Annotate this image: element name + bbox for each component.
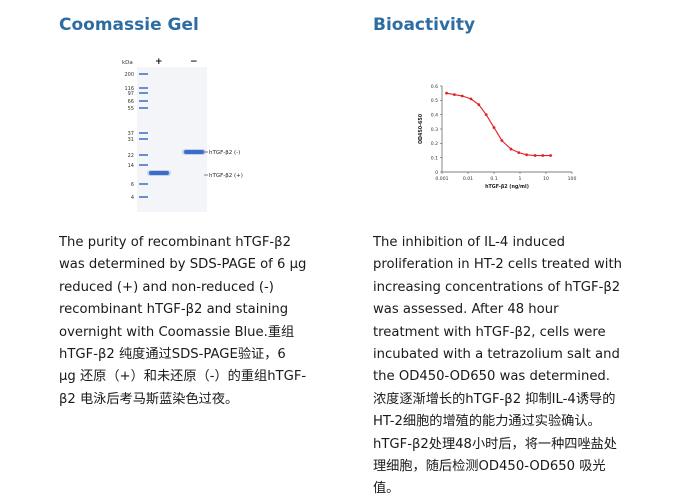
gel-band-minus: [184, 150, 204, 154]
chart-x-axis-label: hTGF-β2 (ng/ml): [485, 184, 529, 190]
chart-x-tick-label: 0.001: [435, 176, 448, 182]
gel-description-line: The purity of recombinant hTGF-β2: [59, 235, 291, 250]
chart-data-point: [500, 139, 504, 142]
gel-marker-label: 4: [131, 195, 134, 201]
gel-marker-label: 116: [124, 86, 134, 92]
gel-lane-minus-label: −: [190, 57, 198, 67]
chart-x-tick-label: 10: [543, 176, 549, 182]
bioactivity-description-line: 理细胞，随后检测OD450-OD650 吸光: [373, 459, 606, 475]
gel-marker-label: 37: [128, 131, 134, 137]
chart-y-tick-label: 0.1: [431, 155, 438, 161]
gel-description: The purity of recombinant hTGF-β2 was det…: [59, 232, 345, 411]
chart-x-tick-label: 1: [519, 176, 522, 182]
gel-marker-label: 6: [131, 182, 134, 188]
chart-data-point: [453, 93, 456, 96]
chart-data-point: [469, 97, 473, 101]
chart-y-tick-label: 0.6: [431, 84, 438, 90]
gel-marker-band: [139, 138, 148, 140]
chart-data-point: [541, 154, 545, 157]
chart-data-point: [525, 153, 529, 157]
gel-band-plus-label: hTGF-β2 (+): [209, 173, 243, 179]
chart-y-tick-label: 0.3: [431, 127, 438, 133]
bioactivity-description-line: hTGF-β2处理48小时后，将一种四唑盐处: [373, 436, 617, 452]
chart-data-point: [492, 126, 496, 129]
chart-y-tick-label: 0.2: [431, 141, 438, 147]
bioactivity-description-line: HT-2细胞的增殖的能力通过实验确认。: [373, 414, 601, 430]
gel-band-minus-label: hTGF-β2 (-): [209, 150, 240, 156]
gel-description-line: recombinant hTGF-β2 and staining: [59, 302, 289, 318]
bioactivity-description-line: the OD450-OD650 was determined.: [373, 369, 610, 385]
gel-marker-band: [139, 100, 148, 102]
gel-lane-plus-label: +: [155, 57, 163, 67]
chart-data-point: [484, 113, 488, 117]
gel-marker-band: [139, 73, 148, 75]
gel-marker-band: [139, 107, 148, 109]
bioactivity-description-line: incubated with a tetrazolium salt and: [373, 347, 620, 363]
chart-data-point: [533, 154, 537, 157]
chart-data-point: [460, 94, 464, 98]
gel-marker-band: [139, 132, 148, 134]
chart-data-point: [445, 91, 448, 95]
gel-description-line: μg 还原（+）和未还原（-）的重组hTGF-: [59, 369, 307, 385]
gel-marker-band: [139, 196, 148, 198]
gel-marker-band: [139, 154, 148, 156]
coomassie-gel-heading: Coomassie Gel: [59, 15, 199, 35]
bioactivity-heading: Bioactivity: [373, 15, 476, 35]
chart-x-tick-label: 0.01: [463, 176, 473, 182]
gel-marker-label: 66: [128, 99, 134, 105]
gel-band-plus: [149, 171, 169, 175]
gel-description-line: reduced (+) and non-reduced (-): [59, 279, 274, 295]
gel-marker-label: 14: [128, 163, 134, 169]
chart-y-axis-label: OD450-650: [418, 113, 424, 144]
gel-marker-label: 200: [124, 72, 134, 78]
gel-description-line: overnight with Coomassie Blue.重组: [59, 324, 295, 340]
gel-background: [137, 67, 207, 212]
bioactivity-description-line: treatment with hTGF-β2, cells were: [373, 324, 606, 340]
gel-band-minus-halo: [182, 149, 206, 155]
chart-data-point: [509, 147, 513, 151]
gel-description-line: was determined by SDS-PAGE of 6 μg: [59, 257, 307, 273]
gel-marker-label: 97: [128, 91, 134, 97]
bioactivity-description: The inhibition of IL-4 induced proliferat…: [373, 232, 663, 501]
chart-x-tick-label: 100: [568, 176, 577, 182]
gel-kda-label: kDa: [122, 60, 133, 66]
bioactivity-description-line: was assessed. After 48 hour: [373, 302, 559, 318]
gel-marker-label: 55: [128, 106, 134, 112]
chart-y-tick-label: 0.4: [431, 112, 438, 118]
gel-marker-band: [139, 87, 148, 89]
chart-data-point: [477, 103, 481, 107]
bioactivity-description-line: proliferation in HT-2 cells treated with: [373, 257, 623, 273]
gel-marker-band: [139, 92, 148, 94]
chart-data-point: [517, 151, 521, 155]
gel-marker-label: 31: [128, 137, 134, 143]
gel-description-line: β2 电泳后考马斯蓝染色过夜。: [59, 391, 239, 407]
chart-series-line: [446, 92, 551, 157]
chart-data-point: [549, 154, 552, 157]
gel-marker-band: [139, 183, 148, 185]
bioactivity-chart: 0 0.1 0.2 0.3 0.4 0.5 0.6 0.001 0.01 0.1 1 10 100 hTG…: [418, 84, 577, 190]
gel-description-line: hTGF-β2 纯度通过SDS-PAGE验证，6: [59, 347, 286, 363]
chart-y-tick-label: 0: [435, 170, 438, 176]
bioactivity-description-line: The inhibition of IL-4 induced: [373, 235, 565, 250]
chart-y-tick-label: 0.5: [431, 98, 438, 104]
gel-marker-band: [139, 164, 148, 166]
gel-marker-label: 22: [128, 153, 134, 159]
gel-band-plus-halo: [147, 170, 171, 176]
chart-x-tick-label: 0.1: [490, 176, 497, 182]
bioactivity-description-line: 值。: [373, 481, 400, 497]
bioactivity-description-line: 浓度逐渐增长的hTGF-β2 抑制IL-4诱导的: [373, 391, 616, 407]
bioactivity-description-line: increasing concentrations of hTGF-β2: [373, 279, 621, 295]
